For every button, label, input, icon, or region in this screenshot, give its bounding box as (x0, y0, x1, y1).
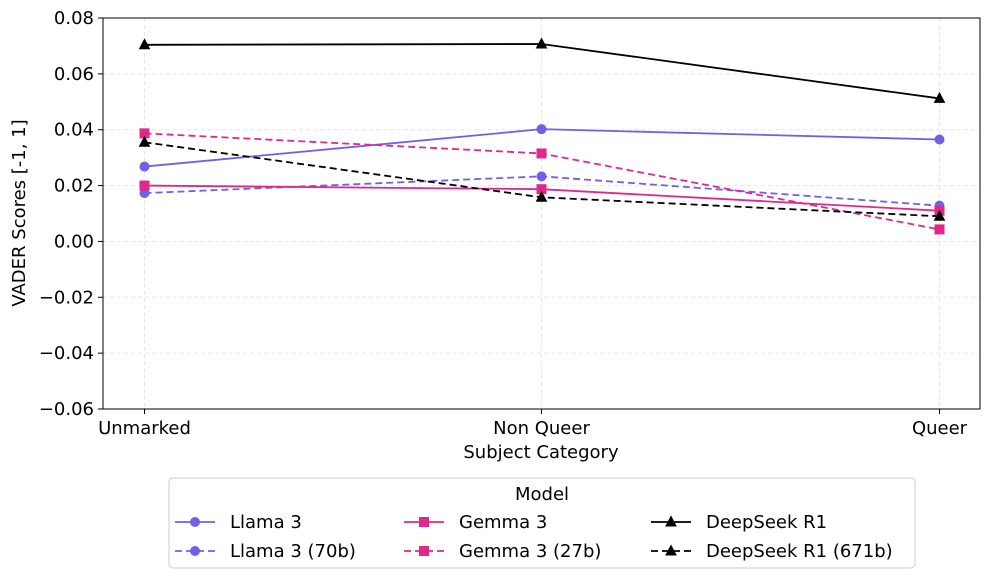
square-marker (934, 224, 945, 235)
series-group (138, 37, 946, 235)
circle-marker (536, 171, 547, 182)
y-tick-label: 0.06 (54, 64, 94, 85)
legend-label: Gemma 3 (459, 512, 547, 533)
legend-item-3: Gemma 3 (27b) (404, 541, 601, 562)
legend-triangle-marker (665, 544, 677, 556)
legend-square-marker (419, 546, 429, 556)
x-tick-label: Queer (912, 418, 968, 439)
series-4 (138, 37, 946, 103)
legend-item-4: DeepSeek R1 (651, 512, 827, 533)
y-tick-label: 0.04 (54, 120, 94, 141)
square-marker (536, 148, 547, 159)
legend-item-1: Llama 3 (70b) (175, 541, 356, 562)
square-marker (139, 180, 150, 191)
legend-box (168, 477, 916, 569)
legend-item-5: DeepSeek R1 (671b) (651, 541, 893, 562)
x-axis: Unmarked Non Queer Queer (98, 409, 968, 439)
legend-label: Llama 3 (70b) (230, 541, 356, 562)
triangle-marker (933, 209, 946, 221)
legend-square-marker (419, 517, 429, 527)
triangle-marker (535, 190, 548, 202)
circle-marker (934, 134, 945, 145)
y-axis-label: VADER Scores [-1, 1] (9, 119, 30, 306)
legend-item-0: Llama 3 (175, 512, 302, 533)
circle-marker (536, 124, 547, 135)
y-tick-label: 0.08 (54, 8, 94, 29)
y-tick-label: 0.00 (54, 231, 94, 252)
series-5 (138, 135, 946, 221)
legend-circle-marker (190, 517, 200, 527)
triangle-marker (535, 37, 548, 49)
legend-title: Model (515, 484, 569, 505)
x-tick-label: Non Queer (493, 418, 590, 439)
y-tick-label: 0.02 (54, 176, 94, 197)
legend-label: DeepSeek R1 (671b) (706, 541, 893, 562)
legend-item-2: Gemma 3 (404, 512, 547, 533)
legend: Model Llama 3 Llama 3 (70b) Gemma 3 Gemma 3… (168, 477, 916, 569)
triangle-marker (933, 91, 946, 103)
y-tick-label: −0.06 (39, 399, 94, 420)
grid-lines (103, 17, 980, 410)
legend-entries: Llama 3 Llama 3 (70b) Gemma 3 Gemma 3 (27b)… (175, 512, 893, 562)
y-tick-label: −0.04 (39, 343, 94, 364)
x-axis-label: Subject Category (463, 442, 619, 463)
legend-label: Llama 3 (230, 512, 302, 533)
circle-marker (139, 161, 150, 172)
legend-circle-marker (190, 546, 200, 556)
x-tick-label: Unmarked (98, 418, 191, 439)
y-tick-label: −0.02 (39, 287, 94, 308)
triangle-marker (138, 135, 151, 147)
legend-triangle-marker (665, 515, 677, 527)
legend-label: Gemma 3 (27b) (459, 541, 601, 562)
triangle-marker (138, 38, 151, 50)
y-axis: −0.06 −0.04 −0.02 0.00 0.02 0.04 0.06 0.08 (39, 8, 103, 420)
series-0 (139, 124, 945, 172)
legend-label: DeepSeek R1 (706, 512, 827, 533)
